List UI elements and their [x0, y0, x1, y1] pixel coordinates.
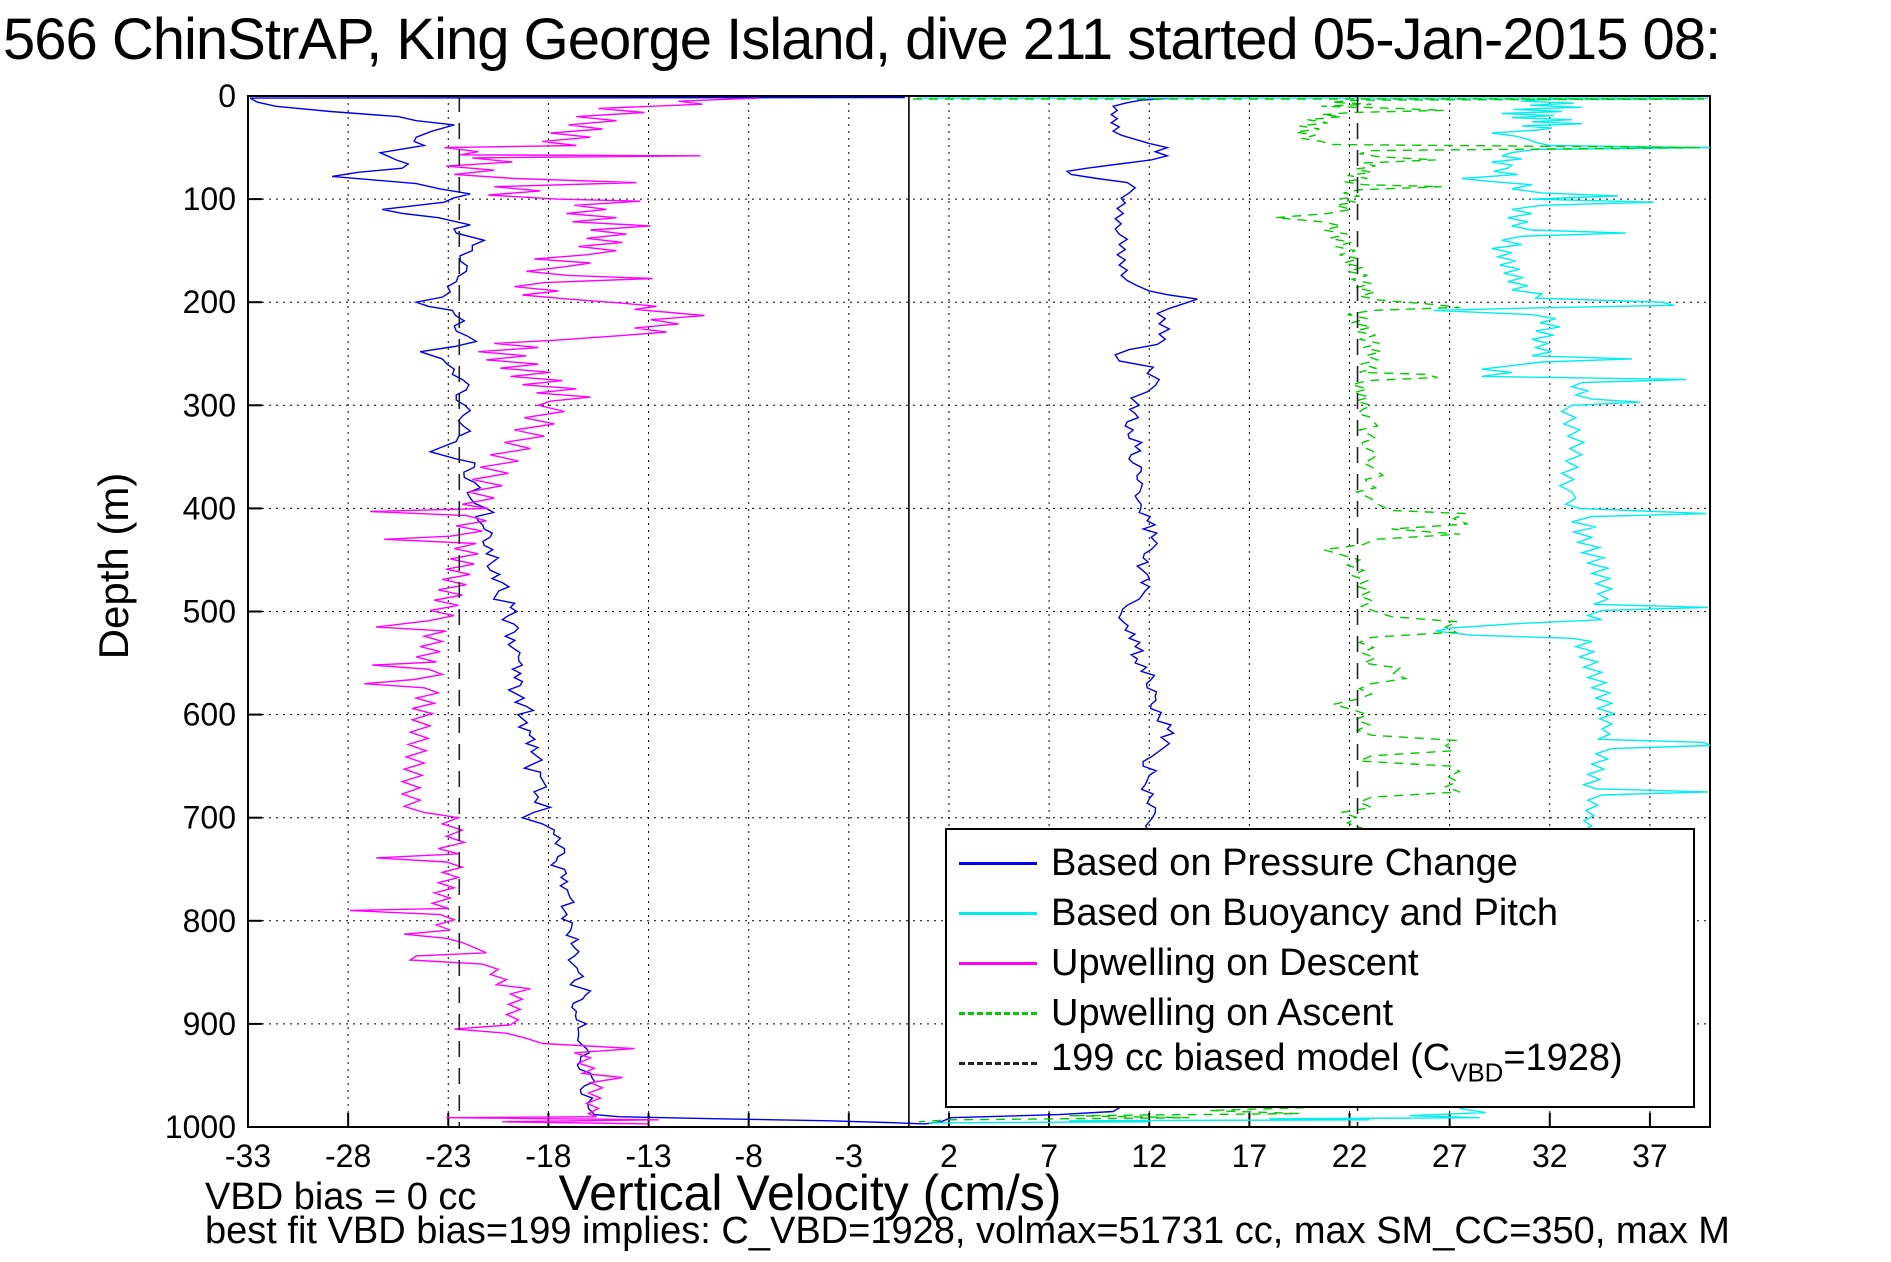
legend-item-label: Based on Buoyancy and Pitch [1051, 891, 1559, 934]
series-based-on-pressure-change [249, 96, 1198, 1125]
x-tick-label: -33 [225, 1138, 271, 1174]
legend-line-sample [959, 911, 1037, 915]
series-upwelling-on-descent [350, 97, 759, 1125]
legend: Based on Pressure Change Based on Buoyanc… [945, 828, 1695, 1108]
x-tick-label: -13 [625, 1138, 671, 1174]
x-tick-label: 2 [940, 1138, 958, 1174]
x-tick-label: 22 [1332, 1138, 1368, 1174]
x-tick-label: 32 [1532, 1138, 1568, 1174]
chart-title: 566 ChinStrAP, King George Island, dive … [3, 7, 1721, 72]
legend-item-upwelling-on-descent: Upwelling on Descent [947, 938, 1693, 988]
y-tick-label: 900 [183, 1006, 236, 1042]
x-tick-label: 12 [1131, 1138, 1167, 1174]
legend-line-sample [959, 861, 1037, 865]
legend-line-sample [959, 1061, 1037, 1065]
y-tick-label: 600 [183, 697, 236, 733]
x-axis-label: Vertical Velocity (cm/s) [558, 1165, 1062, 1221]
y-axis-label: Depth (m) [90, 472, 137, 660]
vbd-bias-note: VBD bias = 0 cc [205, 1176, 477, 1218]
x-tick-label: 27 [1432, 1138, 1468, 1174]
y-tick-label: 300 [183, 387, 236, 423]
y-tick-label: 500 [183, 594, 236, 630]
legend-line-sample [959, 961, 1037, 965]
x-tick-label: -3 [835, 1138, 863, 1174]
x-tick-label: -8 [734, 1138, 762, 1174]
legend-item-upwelling-on-ascent: Upwelling on Ascent [947, 988, 1693, 1038]
y-tick-label: 400 [183, 490, 236, 526]
x-tick-label: -23 [425, 1138, 471, 1174]
legend-item-label: Upwelling on Ascent [1051, 991, 1394, 1034]
legend-item-label: Upwelling on Descent [1051, 941, 1419, 984]
y-tick-label: 800 [183, 903, 236, 939]
y-tick-label: 1000 [165, 1109, 236, 1145]
x-tick-label: 17 [1232, 1138, 1268, 1174]
x-tick-label: -18 [525, 1138, 571, 1174]
best-fit-note: best fit VBD bias=199 implies: C_VBD=192… [205, 1210, 1730, 1252]
x-tick-label: 37 [1632, 1138, 1668, 1174]
y-tick-label: 200 [183, 284, 236, 320]
legend-item-based-on-pressure-change: Based on Pressure Change [947, 838, 1693, 888]
legend-item-based-on-buoyancy-and-pitch: Based on Buoyancy and Pitch [947, 888, 1693, 938]
y-tick-label: 100 [183, 181, 236, 217]
legend-item-label: 199 cc biased model (CVBD=1928) [1051, 1037, 1623, 1088]
legend-subscript: VBD [1450, 1059, 1504, 1088]
x-tick-label: -28 [325, 1138, 371, 1174]
y-tick-label: 700 [183, 800, 236, 836]
legend-item-label: Based on Pressure Change [1051, 841, 1518, 884]
legend-item-199-cc-biased-model-c-vbd-1928: 199 cc biased model (CVBD=1928) [947, 1037, 1693, 1088]
x-tick-label: 7 [1040, 1138, 1058, 1174]
y-tick-label: 0 [218, 78, 236, 114]
legend-line-sample [959, 1011, 1037, 1015]
